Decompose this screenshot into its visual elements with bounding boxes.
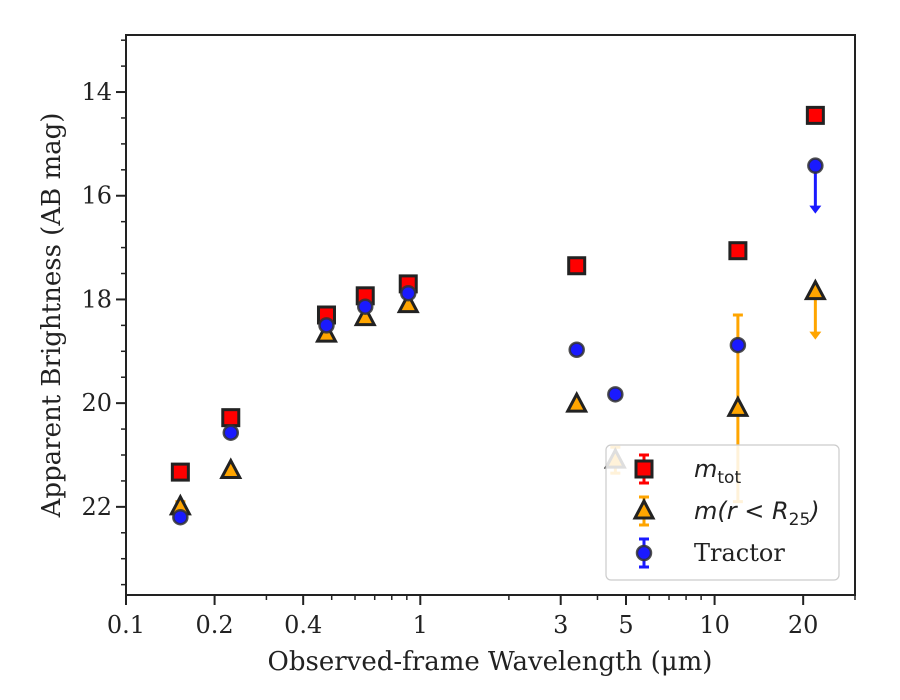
upper-limit-arrow-2-8	[809, 205, 822, 214]
y-axis-label: Apparent Brightness (AB mag)	[37, 113, 67, 519]
x-tick-label-4: 3	[553, 611, 568, 639]
legend-marker-2	[635, 544, 653, 562]
data-point-0-5	[567, 256, 587, 276]
data-point-2-7	[729, 336, 747, 354]
upper-limit-arrow-1-8	[809, 331, 822, 340]
y-tick-label-4: 22	[81, 493, 112, 521]
data-point-2-1	[222, 424, 240, 441]
data-point-0-1	[221, 408, 241, 428]
data-point-1-1	[219, 457, 243, 480]
x-tick-label-3: 1	[413, 611, 428, 639]
data-point-2-8	[807, 157, 824, 174]
data-point-2-6	[607, 386, 624, 403]
y-tick-label-3: 20	[81, 389, 112, 417]
data-point-1-7	[726, 395, 750, 417]
x-tick-label-6: 10	[699, 611, 730, 639]
legend-label-1: m(r < R25)	[694, 497, 820, 530]
legend-box	[605, 444, 840, 581]
data-point-2-0	[172, 508, 189, 526]
y-tick-label-2: 18	[81, 285, 112, 313]
legend-label-0: mtot	[694, 455, 741, 488]
data-point-2-4	[399, 284, 417, 302]
legend-label-2: Tractor	[694, 539, 785, 567]
data-point-0-7	[805, 105, 825, 125]
axes-layer: 0.1 0.2 0.4 1 3 5 10 20 14 16 18 20 22	[81, 34, 856, 639]
data-point-2-3	[356, 298, 374, 315]
data-point-2-5	[568, 341, 585, 358]
plot-frame	[125, 34, 856, 596]
x-tick-label-5: 5	[618, 611, 633, 639]
data-point-1-3	[353, 304, 377, 327]
x-tick-label-1: 0.2	[196, 611, 234, 639]
legend-marker-0	[634, 459, 654, 479]
x-tick-label-2: 0.4	[284, 611, 322, 639]
y-tick-label-0: 14	[81, 78, 112, 106]
data-point-1-4	[396, 291, 420, 314]
legend: mtot m(r < R25) Tractor	[605, 444, 840, 581]
data-point-1-5	[565, 390, 589, 413]
x-axis-label: Observed-frame Wavelength (μm)	[268, 647, 713, 677]
x-tick-label-7: 20	[788, 611, 819, 639]
y-tick-label-1: 16	[81, 182, 112, 210]
x-tick-label-0: 0.1	[107, 611, 145, 639]
data-point-2-2	[318, 317, 335, 334]
data-point-1-8	[803, 278, 827, 301]
data-point-0-0	[170, 462, 190, 482]
legend-marker-1	[632, 497, 656, 520]
data-point-0-6	[728, 241, 748, 261]
